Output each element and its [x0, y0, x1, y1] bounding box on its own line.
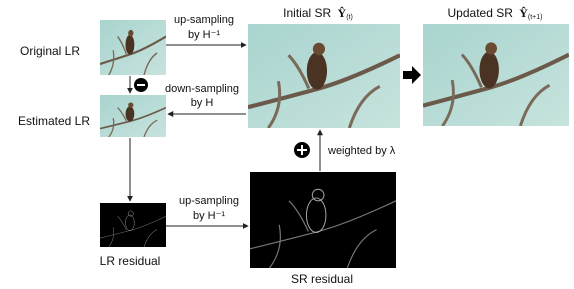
subscript: (t) [346, 14, 353, 21]
node-label: Updated SR Ŷ(t+1) [448, 6, 543, 21]
updated-sr-image [423, 24, 569, 126]
edge-label: weighted by λ [327, 145, 396, 157]
minus-sign [137, 84, 145, 86]
symbol: Ŷ [519, 6, 528, 20]
edge-label: by H [191, 97, 214, 109]
edge-label: by H⁻¹ [193, 210, 225, 222]
node-label: SR residual [291, 272, 353, 286]
edge-label: down-sampling [165, 83, 239, 95]
initial-sr-image [248, 24, 400, 128]
edge-label: up-sampling [174, 14, 234, 26]
edge-label: by H⁻¹ [188, 29, 220, 41]
original-lr-image [100, 20, 166, 75]
symbol: Ŷ [338, 6, 347, 20]
diagram: Original LR Estimated LR LR residual Ini… [0, 0, 574, 289]
node-label: Original LR [20, 44, 80, 58]
edge-label: up-sampling [179, 195, 239, 207]
label-text: Updated SR [448, 6, 514, 20]
node-label: Initial SR Ŷ(t) [283, 6, 353, 21]
node-label: Estimated LR [18, 114, 90, 128]
lr-residual-image [100, 203, 166, 247]
subscript: (t+1) [528, 14, 543, 21]
thick-arrow [403, 66, 421, 84]
estimated-lr-image [100, 95, 166, 137]
label-text: Initial SR [283, 6, 331, 20]
sr-residual-image [250, 172, 396, 268]
node-label: LR residual [100, 254, 161, 268]
